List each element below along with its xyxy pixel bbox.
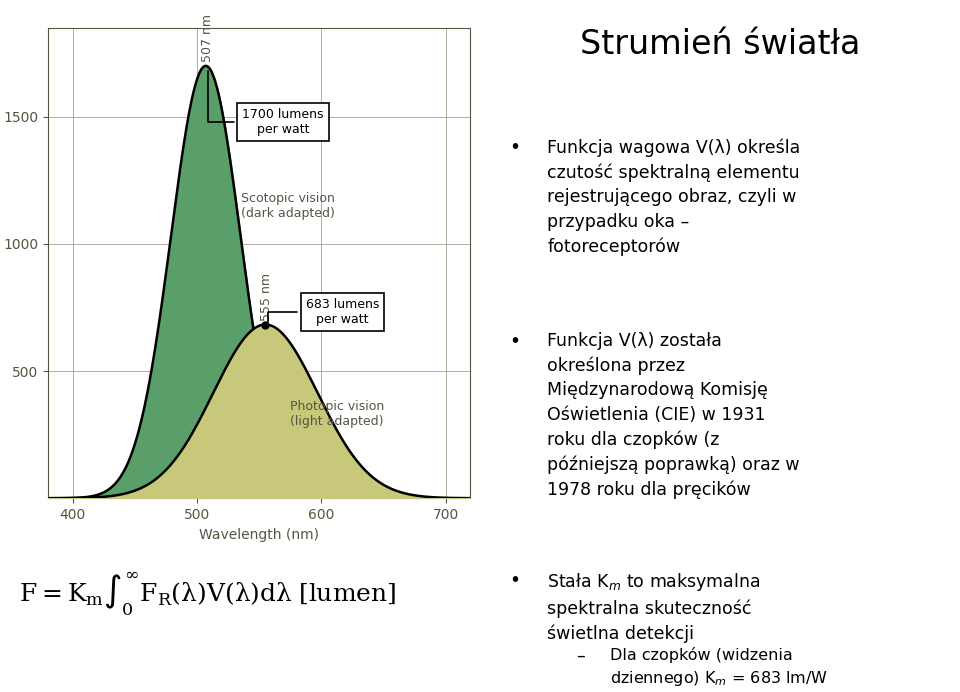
Text: Stała K$_m$ to maksymalna
spektralna skuteczność
świetlna detekcji: Stała K$_m$ to maksymalna spektralna sku…: [547, 571, 760, 643]
Text: 1700 lumens
per watt: 1700 lumens per watt: [208, 71, 324, 136]
Text: •: •: [509, 332, 520, 351]
Text: –: –: [576, 647, 585, 665]
Text: 683 lumens
per watt: 683 lumens per watt: [268, 298, 379, 326]
Text: Scotopic vision
(dark adapted): Scotopic vision (dark adapted): [241, 192, 334, 220]
Text: •: •: [509, 138, 520, 157]
Text: Funkcja V(λ) została
określona przez
Międzynarodową Komisję
Oświetlenia (CIE) w : Funkcja V(λ) została określona przez Mię…: [547, 332, 800, 499]
Text: $\mathregular{F = K_m \int_0^{\infty} F_R(\lambda)V(\lambda)d\lambda \; [lumen]}: $\mathregular{F = K_m \int_0^{\infty} F_…: [19, 570, 396, 618]
Text: Dla czopków (widzenia
dziennego) K$_m$ = 683 lm/W: Dla czopków (widzenia dziennego) K$_m$ =…: [610, 647, 828, 688]
Text: •: •: [509, 571, 520, 590]
Text: 555 nm: 555 nm: [260, 273, 274, 320]
Text: Funkcja wagowa V(λ) określa
czutość spektralną elementu
rejestrującego obraz, cz: Funkcja wagowa V(λ) określa czutość spek…: [547, 138, 801, 255]
X-axis label: Wavelength (nm): Wavelength (nm): [200, 527, 319, 542]
Text: Photopic vision
(light adapted): Photopic vision (light adapted): [290, 400, 385, 428]
Text: Strumień światła: Strumień światła: [580, 28, 860, 61]
Text: 507 nm: 507 nm: [201, 14, 213, 62]
